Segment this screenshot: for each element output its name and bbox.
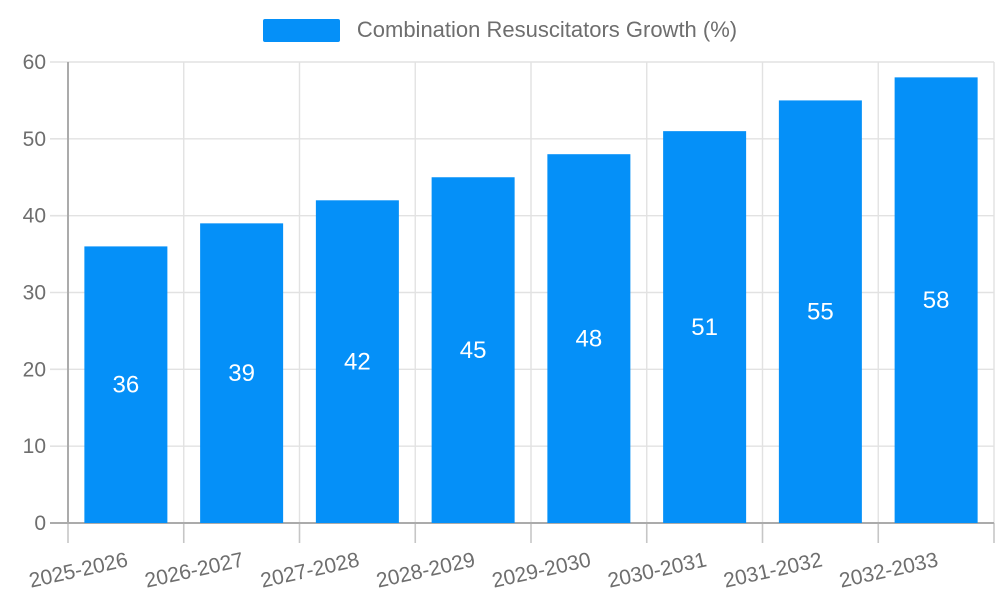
y-tick-label: 0 [34, 512, 46, 535]
bar-value-label: 58 [923, 287, 950, 314]
x-tick-label: 2032-2033 [837, 548, 940, 592]
x-tick-label: 2026-2027 [143, 548, 246, 592]
bar-value-label: 55 [807, 299, 834, 326]
bar-value-label: 51 [691, 314, 718, 341]
bar-value-label: 39 [228, 360, 255, 387]
bar-2032-2033[interactable] [894, 77, 978, 523]
bar-2029-2030[interactable] [547, 154, 631, 523]
legend-label: Combination Resuscitators Growth (%) [356, 17, 738, 42]
bar-value-label: 42 [344, 349, 371, 376]
y-tick-label: 20 [23, 358, 46, 381]
x-tick-label: 2027-2028 [258, 548, 361, 592]
y-tick-label: 10 [23, 435, 46, 458]
bar-2030-2031[interactable] [663, 131, 747, 523]
bar-2028-2029[interactable] [431, 177, 515, 523]
x-tick-label: 2030-2031 [606, 548, 709, 592]
bar-2025-2026[interactable] [84, 246, 168, 523]
y-tick-label: 40 [23, 205, 46, 228]
chart-legend: Combination Resuscitators Growth (%) [0, 17, 1000, 43]
x-tick-label: 2029-2030 [490, 548, 593, 592]
bar-2031-2032[interactable] [778, 100, 862, 524]
x-tick-label: 2031-2032 [721, 548, 824, 592]
legend-item[interactable]: Combination Resuscitators Growth (%) [262, 17, 738, 43]
y-tick-label: 50 [23, 128, 46, 151]
bar-value-label: 36 [113, 372, 140, 399]
legend-swatch-icon [262, 18, 340, 42]
y-tick-label: 30 [23, 282, 46, 305]
y-tick-label: 60 [23, 51, 46, 74]
x-tick-label: 2028-2029 [374, 548, 477, 592]
bar-value-label: 48 [576, 326, 603, 353]
x-tick-label: 2025-2026 [27, 548, 130, 592]
bar-2026-2027[interactable] [200, 223, 284, 523]
bar-2027-2028[interactable] [315, 200, 399, 524]
bar-value-label: 45 [460, 337, 487, 364]
